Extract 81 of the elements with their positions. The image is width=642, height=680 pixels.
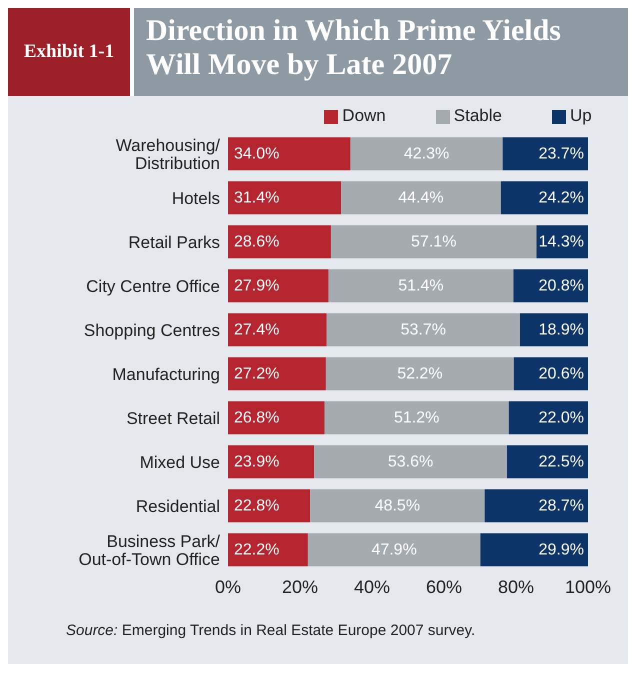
bar [314,445,507,478]
x-tick-label: 100% [564,576,612,597]
data-label: 22.8% [234,497,280,514]
legend-label: Down [342,106,386,125]
y-tick-label: City Centre Office [86,276,220,296]
x-tick-label: 20% [282,576,318,597]
bar [228,225,331,258]
data-label: 42.3% [404,145,450,162]
bar [328,269,514,302]
bar [228,445,314,478]
y-tick-label: Mixed Use [140,452,220,472]
data-label: 51.2% [394,409,440,426]
data-label: 28.7% [538,497,584,514]
bar [508,401,588,434]
data-label: 22.2% [234,541,280,558]
y-tick-label: Hotels [172,188,220,208]
bar [228,489,310,522]
data-label: 34.0% [234,145,280,162]
legend-label: Up [570,106,592,125]
data-label: 53.7% [400,321,446,338]
bar [228,357,326,390]
data-label: 20.6% [538,365,584,382]
data-label: 57.1% [411,233,456,250]
bar [500,181,588,214]
data-label: 27.4% [234,321,280,338]
bar [324,401,509,434]
data-label: 18.9% [538,321,584,338]
data-label: 28.6% [234,233,280,250]
bar [228,533,308,566]
bar [228,401,324,434]
bar [308,533,480,566]
y-tick-label: Street Retail [126,408,220,428]
bar [326,357,514,390]
bar [310,489,485,522]
x-tick-label: 60% [426,576,462,597]
legend-label: Stable [454,106,502,125]
x-tick-label: 80% [498,576,534,597]
bar [228,269,328,302]
chart-title: Direction in Which Prime Yields Will Move by Late 2007 [134,8,628,96]
source-note: Source: Emerging Trends in Real Estate Europe 2007 survey. [65,622,476,639]
data-label: 44.4% [398,189,444,206]
y-tick-label: Business Park/ Out-of-Town Office [78,532,220,568]
data-label: 23.7% [538,145,584,162]
bar [484,489,588,522]
data-label: 51.4% [398,277,444,294]
bar [502,137,588,170]
data-label: 27.9% [234,277,280,294]
bar [228,313,327,346]
data-label: 29.9% [538,541,584,558]
bar [228,181,342,214]
bar [326,313,520,346]
y-tick-label: Manufacturing [112,364,220,384]
bar [513,269,588,302]
y-tick-label: Warehousing/ Distribution [116,136,220,172]
x-tick-label: 0% [214,576,242,597]
data-label: 22.0% [538,409,584,426]
y-tick-label: Shopping Centres [84,320,220,340]
data-label: 31.4% [234,189,280,206]
data-label: 48.5% [374,497,420,514]
data-label: 22.5% [538,453,584,470]
y-tick-label: Retail Parks [128,232,220,252]
bar [480,533,588,566]
data-label: 27.2% [234,365,280,382]
bar [341,181,501,214]
x-tick-label: 40% [354,576,390,597]
data-label: 52.2% [397,365,443,382]
bar [350,137,503,170]
bar [330,225,537,258]
data-label: 20.8% [538,277,584,294]
data-label: 14.3% [538,233,584,250]
bar [507,445,588,478]
bar [514,357,588,390]
data-label: 53.6% [388,453,434,470]
bar [228,137,350,170]
data-label: 24.2% [538,189,584,206]
data-label: 26.8% [234,409,280,426]
text: Exhibit 1-1 [8,8,130,96]
data-label: 47.9% [371,541,417,558]
data-label: 23.9% [234,453,280,470]
y-tick-label: Residential [136,496,220,516]
bar [520,313,588,346]
